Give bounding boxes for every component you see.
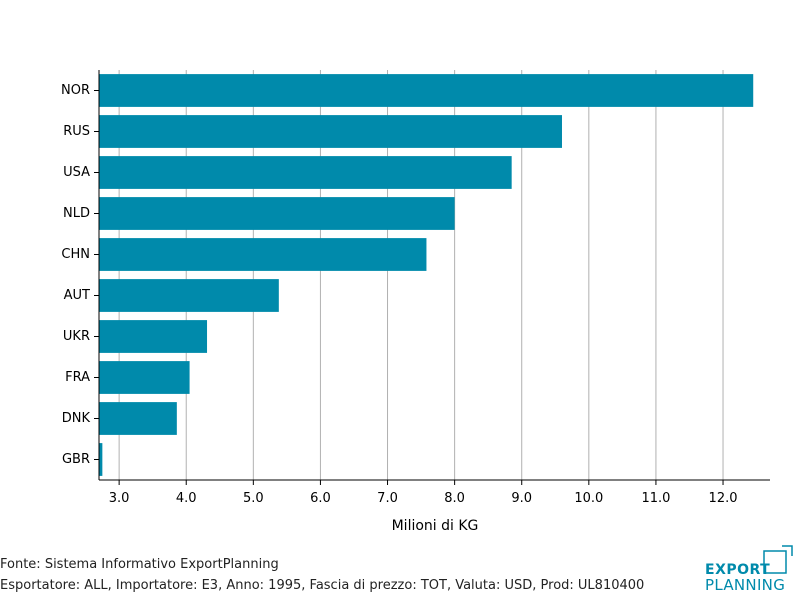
y-tick-label: CHN [61,247,90,262]
bar-fra [99,361,190,394]
bar-aut [99,279,279,312]
bar-nor [99,74,754,107]
y-tick-label: USA [63,165,90,180]
bar-ukr [99,320,208,353]
x-axis-title: Milioni di KG [392,518,479,534]
source-text: Fonte: Sistema Informativo ExportPlannin… [0,557,279,572]
y-tick-label: GBR [62,452,90,467]
y-tick-label: UKR [63,329,90,344]
bars [99,74,754,476]
y-tick-label: DNK [62,411,91,426]
x-tick-label: 5.0 [243,491,264,506]
bar-usa [99,156,512,189]
exportplanning-logo: EXPORT PLANNING [700,544,796,594]
y-tick-label: FRA [65,370,90,385]
logo-square-icon [763,545,793,574]
x-tick-labels: 3.0 4.0 5.0 6.0 7.0 8.0 9.0 10.0 11.0 12.0 [109,480,738,506]
x-tick-label: 6.0 [310,491,331,506]
x-tick-label: 9.0 [511,491,532,506]
details-text: Esportatore: ALL, Importatore: E3, Anno:… [0,578,645,593]
x-tick-label: 8.0 [444,491,465,506]
logo-line2: PLANNING [705,576,786,594]
x-tick-label: 3.0 [109,491,130,506]
x-tick-label: 12.0 [709,491,738,506]
bar-chn [99,238,427,271]
y-tick-label: NLD [63,206,90,221]
y-tick-label: NOR [61,83,90,98]
bar-rus [99,115,562,148]
x-tick-label: 11.0 [641,491,670,506]
y-tick-label: RUS [63,124,90,139]
y-tick-label: AUT [64,288,90,303]
axes [98,70,770,481]
logo-line1: EXPORT [705,562,771,578]
y-tick-labels: NOR RUS USA NLD CHN AUT UKR FRA DNK GBR [61,83,99,467]
x-tick-label: 10.0 [574,491,603,506]
bar-dnk [99,402,177,435]
bar-nld [99,197,455,230]
bar-gbr [99,443,103,476]
x-tick-label: 4.0 [176,491,197,506]
x-tick-label: 7.0 [377,491,398,506]
